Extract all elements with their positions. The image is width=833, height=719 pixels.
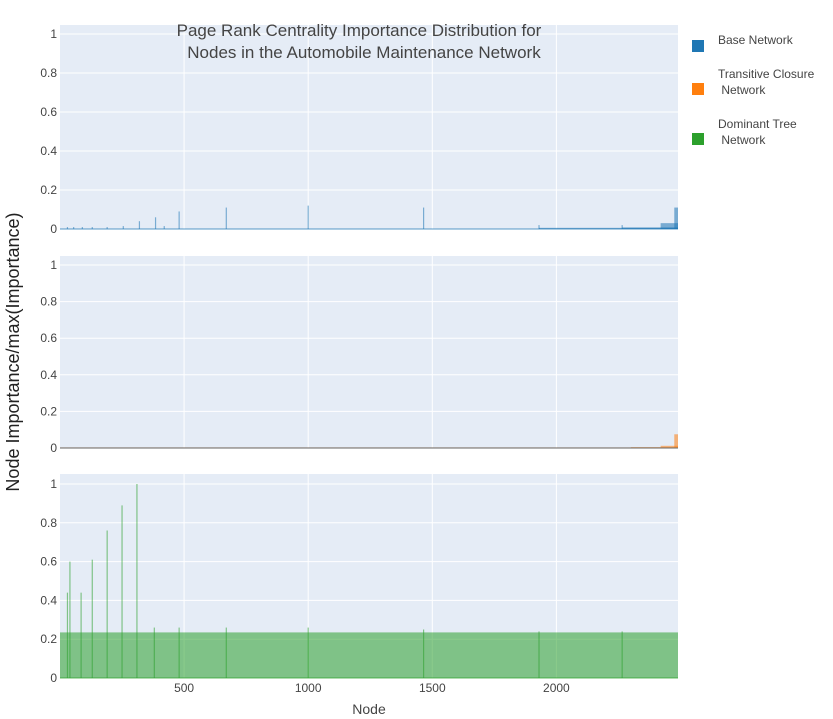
series-step-area bbox=[674, 434, 678, 448]
y-tick-label: 0.4 bbox=[40, 368, 57, 382]
x-tick-label: 1500 bbox=[419, 681, 446, 695]
x-tick-label: 500 bbox=[174, 681, 194, 695]
y-tick-label: 0.4 bbox=[40, 144, 57, 158]
y-axis-title: Node Importance/max(Importance) bbox=[3, 212, 23, 491]
series-baseline-area bbox=[60, 632, 678, 678]
series-step-area bbox=[660, 445, 678, 448]
legend-item-base-network[interactable]: Base Network bbox=[692, 33, 794, 52]
panel-transitive-closure-network: 0 0.2 0.4 0.6 0.8 1 bbox=[40, 256, 678, 455]
x-tick-label: 2000 bbox=[543, 681, 570, 695]
y-tick-label: 0 bbox=[50, 671, 57, 685]
panel-base-network: 0 0.2 0.4 0.6 0.8 1 bbox=[40, 25, 678, 236]
y-tick-label: 0 bbox=[50, 222, 57, 236]
y-tick-label: 0.6 bbox=[40, 105, 57, 119]
y-tick-label: 1 bbox=[50, 477, 57, 491]
legend-label-base-network: Base Network bbox=[718, 33, 794, 47]
plot-background bbox=[60, 25, 678, 229]
series-step-area bbox=[622, 227, 678, 229]
series-step-area bbox=[660, 223, 678, 229]
legend-label-dominant-tree: Dominant Tree Network bbox=[718, 117, 797, 147]
x-axis-title: Node bbox=[352, 701, 386, 717]
y-tick-label: 0 bbox=[50, 441, 57, 455]
legend-label-transitive-closure: Transitive Closure Network bbox=[718, 67, 815, 97]
series-step-area bbox=[674, 207, 678, 229]
chart-title: Page Rank Centrality Importance Distribu… bbox=[177, 21, 542, 62]
chart-title-line-2: Nodes in the Automobile Maintenance Netw… bbox=[187, 43, 541, 62]
y-tick-label: 0.2 bbox=[40, 632, 57, 646]
legend-swatch-dominant-tree bbox=[692, 133, 704, 145]
plot-background bbox=[60, 256, 678, 448]
y-tick-label: 1 bbox=[50, 27, 57, 41]
y-tick-label: 0.6 bbox=[40, 555, 57, 569]
legend-swatch-transitive-closure bbox=[692, 83, 704, 95]
y-tick-label: 0.8 bbox=[40, 66, 57, 80]
x-tick-label: 1000 bbox=[295, 681, 322, 695]
legend-item-transitive-closure-network[interactable]: Transitive Closure Network bbox=[692, 67, 815, 97]
panel-dominant-tree-network: 0 0.2 0.4 0.6 0.8 1 bbox=[40, 474, 678, 685]
legend: Base Network Transitive Closure Network … bbox=[692, 33, 815, 147]
y-tick-label: 0.4 bbox=[40, 593, 57, 607]
chart-title-line-1: Page Rank Centrality Importance Distribu… bbox=[177, 21, 542, 40]
y-tick-label: 1 bbox=[50, 258, 57, 272]
legend-item-dominant-tree-network[interactable]: Dominant Tree Network bbox=[692, 117, 797, 147]
x-axis: 500 1000 1500 2000 bbox=[174, 681, 570, 695]
chart-panels: 0 0.2 0.4 0.6 0.8 1 0 0.2 0.4 0.6 0.8 1 0 0.2 0.4 0.6 0.… bbox=[40, 25, 678, 685]
y-tick-label: 0.2 bbox=[40, 183, 57, 197]
y-tick-label: 0.6 bbox=[40, 331, 57, 345]
y-tick-label: 0.2 bbox=[40, 404, 57, 418]
legend-swatch-base-network bbox=[692, 40, 704, 52]
y-tick-label: 0.8 bbox=[40, 295, 57, 309]
y-tick-label: 0.8 bbox=[40, 516, 57, 530]
